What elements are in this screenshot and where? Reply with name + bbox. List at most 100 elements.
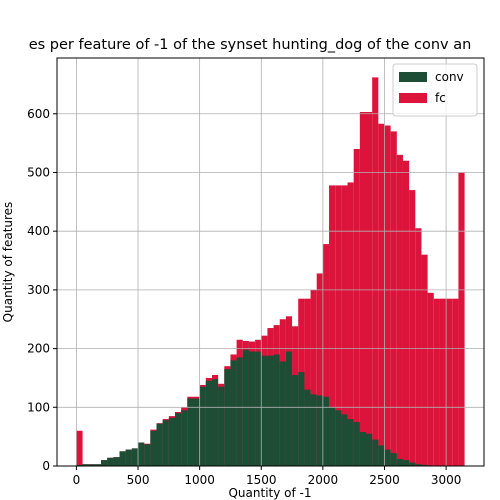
bar xyxy=(458,172,465,466)
bar xyxy=(285,351,293,466)
bar xyxy=(384,125,391,466)
chart-title: es per feature of -1 of the synset hunti… xyxy=(29,37,472,53)
bar xyxy=(322,396,330,466)
bar xyxy=(329,407,336,466)
bar xyxy=(310,394,317,466)
y-tick-label: 300 xyxy=(27,283,50,297)
bar xyxy=(372,77,379,466)
bar xyxy=(230,360,237,466)
bar xyxy=(316,395,323,466)
legend-label: fc xyxy=(435,91,446,105)
bar xyxy=(76,464,83,466)
bar xyxy=(409,190,416,466)
bar xyxy=(396,458,403,466)
bar xyxy=(267,355,274,466)
bar xyxy=(298,372,305,466)
bar xyxy=(125,449,132,466)
bar xyxy=(359,431,367,466)
bar xyxy=(415,464,422,466)
bar xyxy=(335,410,342,466)
legend-label: conv xyxy=(435,70,464,84)
bar xyxy=(402,160,410,466)
bar xyxy=(236,357,243,466)
bar xyxy=(181,410,188,466)
bar xyxy=(304,389,311,466)
y-tick-label: 200 xyxy=(27,342,50,356)
bar xyxy=(384,449,391,466)
bar xyxy=(378,123,385,467)
bar xyxy=(150,430,157,466)
bar xyxy=(304,298,311,466)
bar xyxy=(415,228,422,466)
bar xyxy=(292,375,299,466)
bar xyxy=(156,423,163,466)
plot-frame xyxy=(56,57,485,467)
bar xyxy=(168,417,175,466)
bar xyxy=(366,112,373,466)
x-tick-label: 1500 xyxy=(246,473,277,487)
bar xyxy=(341,185,348,466)
bar xyxy=(396,154,403,466)
bar xyxy=(452,298,459,466)
bar xyxy=(409,462,416,466)
bar xyxy=(144,444,151,466)
x-tick-label: 3000 xyxy=(431,473,462,487)
bar xyxy=(421,464,428,466)
x-tick-label: 1000 xyxy=(184,473,215,487)
bar xyxy=(205,380,212,466)
bar xyxy=(138,442,145,466)
bar xyxy=(193,398,200,466)
bar xyxy=(131,448,139,466)
bar xyxy=(316,273,323,466)
bar xyxy=(378,445,385,466)
bar xyxy=(162,420,169,466)
legend-swatch xyxy=(399,93,427,103)
bar xyxy=(101,460,108,466)
bar xyxy=(261,355,268,466)
bar xyxy=(421,254,428,466)
bar xyxy=(366,433,373,466)
bar xyxy=(218,386,225,466)
bar xyxy=(402,460,410,466)
bar xyxy=(279,361,286,466)
bar xyxy=(248,351,256,466)
y-tick-label: 500 xyxy=(27,165,50,179)
bar xyxy=(255,351,262,466)
y-tick-label: 0 xyxy=(42,459,50,473)
y-tick-label: 100 xyxy=(27,400,50,414)
y-tick-label: 400 xyxy=(27,224,50,238)
bar xyxy=(107,457,114,466)
x-tick-label: 2000 xyxy=(308,473,339,487)
bar xyxy=(390,453,397,466)
bar xyxy=(94,464,102,466)
bar xyxy=(224,369,231,466)
bar xyxy=(341,414,348,466)
bar xyxy=(427,292,434,466)
bar xyxy=(310,289,317,466)
bar xyxy=(273,354,280,466)
bar xyxy=(353,148,360,467)
legend-swatch xyxy=(399,72,427,82)
bar xyxy=(372,439,379,466)
bar xyxy=(439,298,447,466)
bar xyxy=(76,430,83,466)
y-axis-label: Quantity of features xyxy=(1,202,15,323)
bar xyxy=(211,379,219,466)
bar xyxy=(329,185,336,466)
bar xyxy=(347,419,354,466)
bar xyxy=(242,349,249,466)
bar xyxy=(359,112,367,466)
bar xyxy=(446,298,453,466)
bar xyxy=(82,464,89,466)
bar xyxy=(119,451,126,466)
bar xyxy=(353,421,360,466)
x-axis-label: Quantity of -1 xyxy=(228,486,311,500)
bar xyxy=(88,464,95,466)
bar xyxy=(113,457,120,466)
y-tick-label: 600 xyxy=(27,107,50,121)
bar xyxy=(335,185,342,466)
x-tick-label: 2500 xyxy=(369,473,400,487)
bar xyxy=(347,182,354,466)
bar xyxy=(187,398,194,466)
